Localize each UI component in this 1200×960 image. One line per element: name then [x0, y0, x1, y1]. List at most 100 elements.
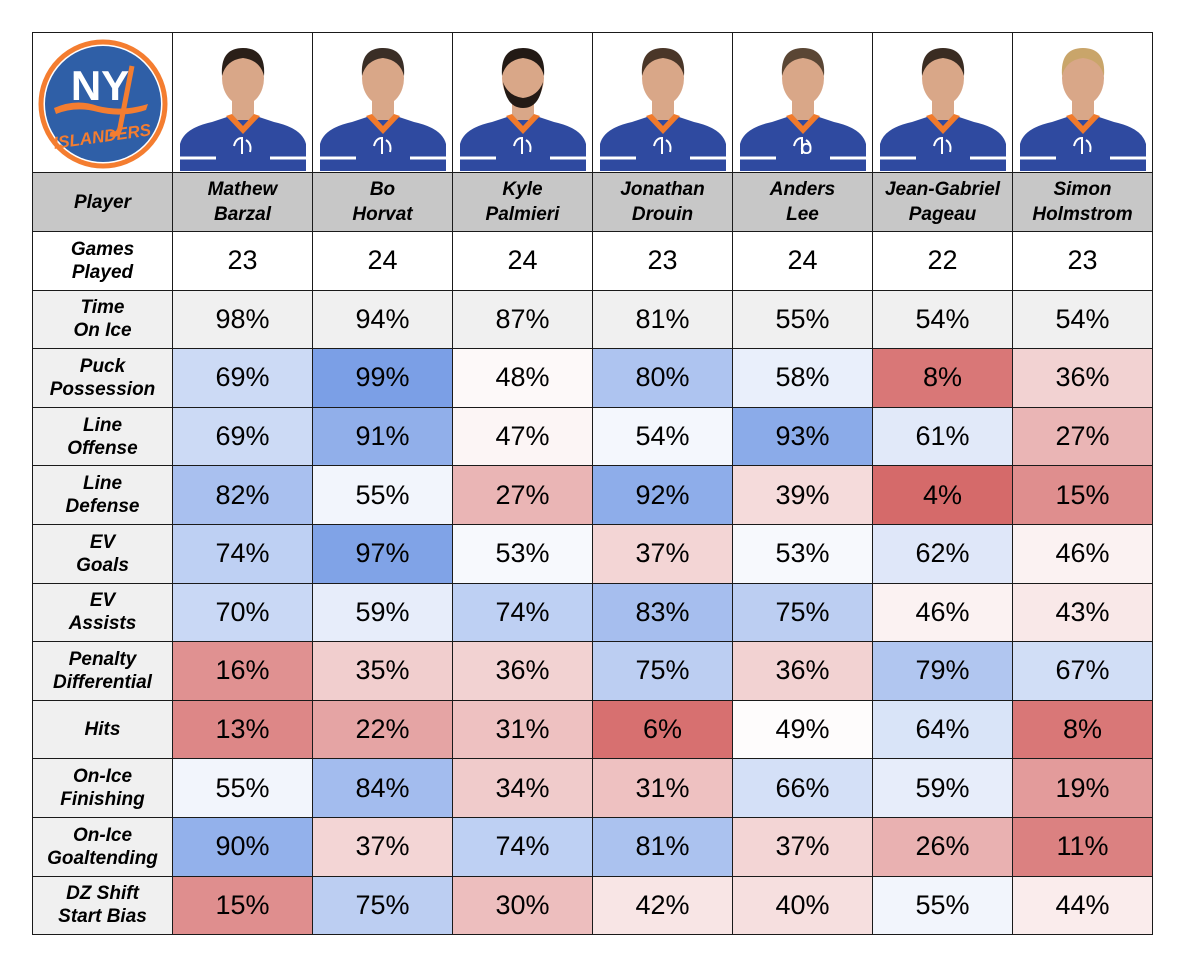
- stat-value: 44%: [1055, 889, 1110, 920]
- player-photo-icon: [1015, 36, 1150, 171]
- stat-value: 62%: [915, 538, 970, 569]
- stat-value-cell: 36%: [1012, 348, 1153, 408]
- stat-value: 74%: [495, 831, 550, 862]
- stat-label: On-Ice Goaltending: [34, 824, 172, 870]
- player-beard: [502, 82, 543, 108]
- stat-value-cell: 43%: [1012, 582, 1153, 643]
- stat-value-cell: 81%: [592, 289, 733, 350]
- stat-row: Penalty Differential 16% 35% 36% 75% 36% 79% 67%: [32, 641, 1153, 701]
- stat-value: 54%: [1055, 303, 1110, 334]
- stat-value-cell: 94%: [312, 289, 453, 350]
- stat-value: 75%: [775, 596, 830, 627]
- stat-value-cell: 59%: [872, 758, 1013, 818]
- stat-row: EV Goals 74% 97% 53% 37% 53% 62% 46%: [32, 523, 1153, 584]
- stat-value: 90%: [215, 831, 270, 862]
- stat-label-cell: Penalty Differential: [32, 641, 173, 701]
- stat-value-cell: 54%: [1012, 289, 1153, 350]
- captain-letter: C: [800, 141, 812, 158]
- player-face: [221, 51, 264, 105]
- jersey-collar: [225, 114, 260, 134]
- stat-value-cell: 79%: [872, 641, 1013, 701]
- player-last-name: Holmstrom: [1032, 204, 1133, 225]
- stat-value-cell: 42%: [592, 875, 733, 936]
- stat-value: 84%: [355, 772, 410, 803]
- stat-value: 36%: [1055, 362, 1110, 393]
- photo-row: NY ISLANDERS C: [32, 32, 1153, 173]
- player-hair: [921, 48, 964, 76]
- player-hair: [221, 48, 264, 76]
- stat-value-cell: 84%: [312, 758, 453, 818]
- player-photo-cell: [312, 32, 453, 173]
- stat-value-cell: 19%: [1012, 758, 1153, 818]
- player-face: [641, 51, 684, 105]
- player-hair: [501, 48, 544, 76]
- player-photo-cell: [592, 32, 733, 173]
- stat-value: 27%: [495, 479, 550, 510]
- player-header-row: Player Mathew Barzal Bo Horvat Kyle Palmieri J…: [32, 172, 1153, 232]
- stat-label-line: Puck: [79, 355, 126, 377]
- stat-row: Line Offense 69% 91% 47% 54% 93% 61% 27%: [32, 406, 1153, 467]
- stat-value: 34%: [495, 772, 550, 803]
- stat-value-cell: 15%: [172, 875, 313, 936]
- stat-value-cell: 69%: [172, 348, 313, 408]
- stat-label: Games Played: [34, 238, 172, 284]
- stat-value: 54%: [915, 303, 970, 334]
- player-hair: [361, 48, 404, 76]
- jersey-collar: [925, 114, 960, 134]
- stat-value-cell: 83%: [592, 582, 733, 643]
- stat-value: 74%: [495, 596, 550, 627]
- stat-label-line: Time: [80, 297, 125, 319]
- stat-value: 37%: [355, 831, 410, 862]
- stat-value: 49%: [775, 714, 830, 745]
- player-first-name: Anders: [769, 179, 836, 200]
- player-face: [921, 51, 964, 105]
- stat-value-cell: 62%: [872, 523, 1013, 584]
- stat-value: 42%: [635, 889, 690, 920]
- stat-value: 36%: [495, 655, 550, 686]
- stat-value: 24: [787, 245, 818, 276]
- jersey-laces: [932, 136, 951, 154]
- stat-label-line: Differential: [53, 671, 152, 693]
- stat-label: Hits: [34, 718, 172, 741]
- header-label-cell: Player: [32, 172, 173, 232]
- stat-value-cell: 48%: [452, 348, 593, 408]
- stat-value: 23: [647, 245, 678, 276]
- stat-value: 64%: [915, 714, 970, 745]
- stat-label-line: Defense: [65, 496, 140, 518]
- stat-label-cell: Puck Possession: [32, 348, 173, 408]
- stat-value-cell: 91%: [312, 406, 453, 467]
- logo-stick-shape: [108, 65, 134, 137]
- stat-value: 37%: [635, 538, 690, 569]
- jersey-collar: [365, 114, 400, 134]
- stat-value-cell: 24: [312, 231, 453, 291]
- player-face: [1061, 51, 1104, 105]
- player-photo-icon: [315, 36, 450, 171]
- stat-value-cell: 66%: [732, 758, 873, 818]
- stat-label-cell: On-Ice Finishing: [32, 758, 173, 818]
- stat-value-cell: 23: [1012, 231, 1153, 291]
- stat-value-cell: 31%: [592, 758, 733, 818]
- jersey-laces: [792, 136, 811, 154]
- stat-value: 11%: [1056, 831, 1109, 862]
- stat-value-cell: 35%: [312, 641, 453, 701]
- stat-value-cell: 49%: [732, 699, 873, 760]
- stat-label-line: DZ Shift: [66, 883, 139, 905]
- player-first-name: Kyle: [502, 179, 543, 200]
- stat-value: 46%: [1055, 538, 1110, 569]
- stat-value-cell: 11%: [1012, 816, 1153, 877]
- player-face: [501, 51, 544, 105]
- stat-label-line: Games: [70, 238, 135, 260]
- stat-value-cell: 53%: [452, 523, 593, 584]
- player-photo-icon: [595, 36, 730, 171]
- stat-row: Time On Ice 98% 94% 87% 81% 55% 54% 54%: [32, 289, 1153, 350]
- stat-value: 22: [927, 245, 958, 276]
- stat-value-cell: 31%: [452, 699, 593, 760]
- player-last-name: Horvat: [352, 204, 413, 225]
- stat-value-cell: 6%: [592, 699, 733, 760]
- stat-value-cell: 81%: [592, 816, 733, 877]
- player-name: Bo Horvat: [314, 177, 452, 227]
- stat-value-cell: 34%: [452, 758, 593, 818]
- stat-value: 55%: [355, 479, 410, 510]
- stat-value: 24: [507, 245, 538, 276]
- stat-label: Line Defense: [34, 472, 172, 518]
